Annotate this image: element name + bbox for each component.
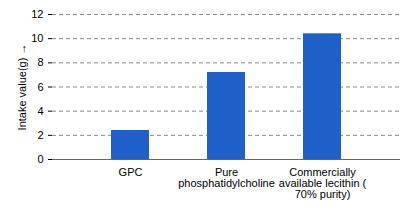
svg-text:8: 8 bbox=[37, 56, 43, 68]
svg-text:2: 2 bbox=[37, 129, 43, 141]
svg-text:GPC: GPC bbox=[119, 166, 143, 178]
svg-text:4: 4 bbox=[37, 105, 43, 117]
svg-text:12: 12 bbox=[31, 8, 43, 20]
svg-text:Intake value(g) →: Intake value(g) → bbox=[16, 44, 28, 131]
svg-text:6: 6 bbox=[37, 81, 43, 93]
svg-text:0: 0 bbox=[37, 153, 43, 165]
svg-text:10: 10 bbox=[31, 32, 43, 44]
svg-text:Purephosphatidylcholine: Purephosphatidylcholine bbox=[178, 166, 275, 189]
svg-text:Commerciallyavailable lecithin: Commerciallyavailable lecithin (70% puri… bbox=[279, 166, 367, 200]
